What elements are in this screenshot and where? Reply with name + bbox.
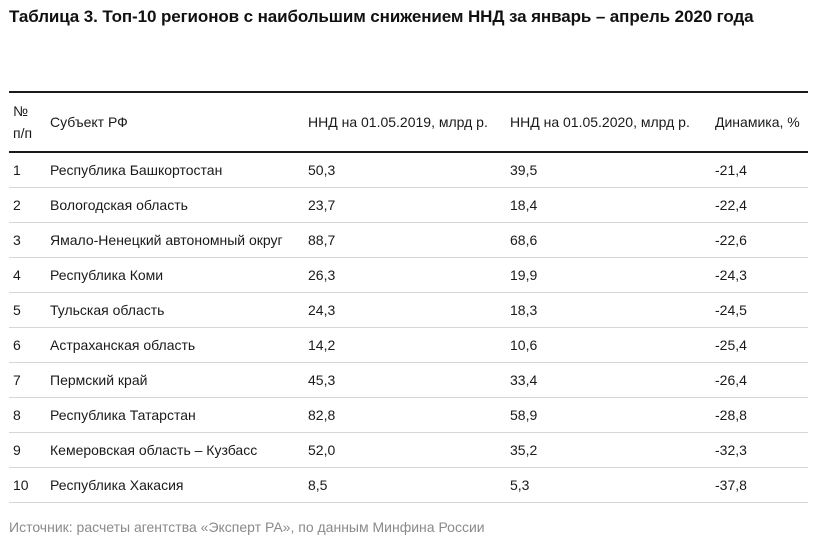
cell-region: Вологодская область — [50, 188, 308, 223]
cell-num: 1 — [9, 152, 50, 188]
header-dynamics: Динамика, % — [715, 92, 808, 152]
cell-num: 5 — [9, 293, 50, 328]
cell-region: Республика Башкортостан — [50, 152, 308, 188]
cell-region: Республика Татарстан — [50, 398, 308, 433]
cell-v2019: 52,0 — [308, 433, 510, 468]
cell-v2019: 50,3 — [308, 152, 510, 188]
cell-num: 7 — [9, 363, 50, 398]
regions-table: № п/п Субъект РФ ННД на 01.05.2019, млрд… — [9, 91, 808, 503]
cell-region: Кемеровская область – Кузбасс — [50, 433, 308, 468]
cell-region: Тульская область — [50, 293, 308, 328]
cell-v2020: 18,4 — [510, 188, 715, 223]
table-row: 6 Астраханская область 14,2 10,6 -25,4 — [9, 328, 808, 363]
header-row: № п/п Субъект РФ ННД на 01.05.2019, млрд… — [9, 92, 808, 152]
cell-region: Республика Хакасия — [50, 468, 308, 503]
cell-v2019: 8,5 — [308, 468, 510, 503]
cell-v2019: 26,3 — [308, 258, 510, 293]
cell-region: Астраханская область — [50, 328, 308, 363]
cell-dynamics: -22,6 — [715, 223, 808, 258]
cell-dynamics: -24,3 — [715, 258, 808, 293]
cell-v2019: 24,3 — [308, 293, 510, 328]
cell-v2019: 88,7 — [308, 223, 510, 258]
source-note: Источник: расчеты агентства «Эксперт РА»… — [9, 519, 485, 535]
cell-region: Ямало-Ненецкий автономный округ — [50, 223, 308, 258]
cell-dynamics: -32,3 — [715, 433, 808, 468]
header-region: Субъект РФ — [50, 92, 308, 152]
table-row: 1 Республика Башкортостан 50,3 39,5 -21,… — [9, 152, 808, 188]
cell-dynamics: -28,8 — [715, 398, 808, 433]
cell-v2020: 68,6 — [510, 223, 715, 258]
cell-dynamics: -24,5 — [715, 293, 808, 328]
table-row: 8 Республика Татарстан 82,8 58,9 -28,8 — [9, 398, 808, 433]
cell-v2019: 23,7 — [308, 188, 510, 223]
table-header: № п/п Субъект РФ ННД на 01.05.2019, млрд… — [9, 92, 808, 152]
cell-num: 10 — [9, 468, 50, 503]
table-row: 3 Ямало-Ненецкий автономный округ 88,7 6… — [9, 223, 808, 258]
page-title: Таблица 3. Топ-10 регионов с наибольшим … — [9, 4, 809, 30]
cell-num: 9 — [9, 433, 50, 468]
header-num-line2: п/п — [13, 125, 32, 141]
cell-num: 3 — [9, 223, 50, 258]
cell-region: Пермский край — [50, 363, 308, 398]
cell-v2020: 33,4 — [510, 363, 715, 398]
table-row: 2 Вологодская область 23,7 18,4 -22,4 — [9, 188, 808, 223]
table-row: 9 Кемеровская область – Кузбасс 52,0 35,… — [9, 433, 808, 468]
cell-v2020: 18,3 — [510, 293, 715, 328]
cell-num: 2 — [9, 188, 50, 223]
cell-v2019: 45,3 — [308, 363, 510, 398]
cell-v2020: 5,3 — [510, 468, 715, 503]
table-body: 1 Республика Башкортостан 50,3 39,5 -21,… — [9, 152, 808, 503]
header-num-line1: № — [13, 103, 28, 119]
cell-v2020: 58,9 — [510, 398, 715, 433]
header-num: № п/п — [9, 92, 50, 152]
cell-dynamics: -26,4 — [715, 363, 808, 398]
cell-dynamics: -37,8 — [715, 468, 808, 503]
table-row: 4 Республика Коми 26,3 19,9 -24,3 — [9, 258, 808, 293]
cell-dynamics: -22,4 — [715, 188, 808, 223]
cell-v2019: 82,8 — [308, 398, 510, 433]
header-v2019: ННД на 01.05.2019, млрд р. — [308, 92, 510, 152]
cell-num: 8 — [9, 398, 50, 433]
table-row: 5 Тульская область 24,3 18,3 -24,5 — [9, 293, 808, 328]
table-row: 7 Пермский край 45,3 33,4 -26,4 — [9, 363, 808, 398]
cell-dynamics: -25,4 — [715, 328, 808, 363]
cell-v2020: 35,2 — [510, 433, 715, 468]
cell-num: 4 — [9, 258, 50, 293]
cell-v2020: 10,6 — [510, 328, 715, 363]
header-v2020: ННД на 01.05.2020, млрд р. — [510, 92, 715, 152]
table-row: 10 Республика Хакасия 8,5 5,3 -37,8 — [9, 468, 808, 503]
cell-num: 6 — [9, 328, 50, 363]
cell-v2020: 19,9 — [510, 258, 715, 293]
cell-v2019: 14,2 — [308, 328, 510, 363]
cell-dynamics: -21,4 — [715, 152, 808, 188]
cell-v2020: 39,5 — [510, 152, 715, 188]
cell-region: Республика Коми — [50, 258, 308, 293]
